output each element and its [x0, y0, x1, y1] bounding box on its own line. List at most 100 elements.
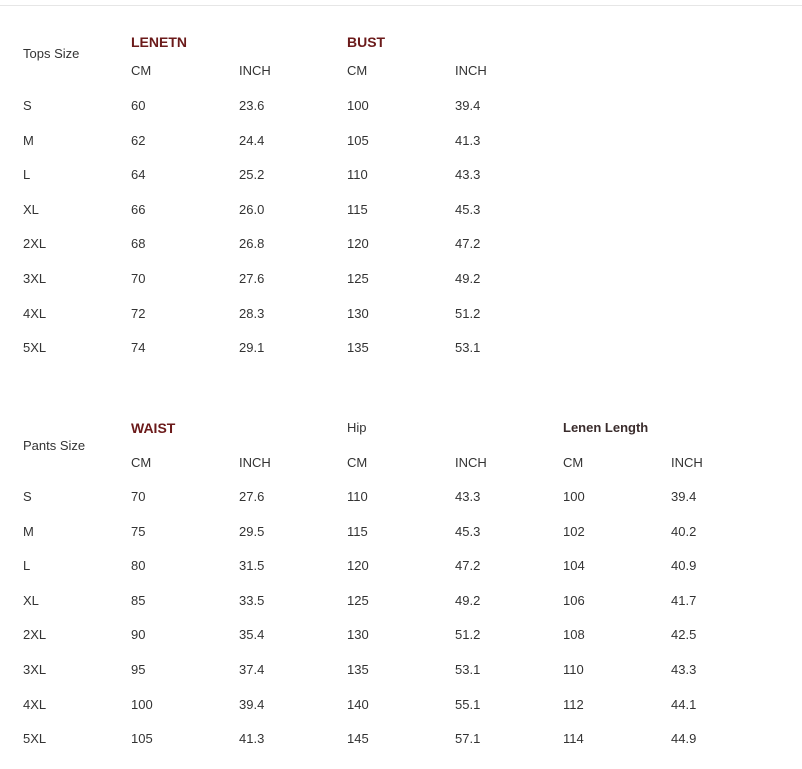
tops-value-cell: 125 [347, 271, 369, 286]
tops-size-cell: XL [23, 201, 39, 217]
tops-value-cell: 49.2 [455, 271, 481, 286]
pants-value-cell: 85 [131, 592, 146, 608]
pants-value-cell: 104 [563, 558, 585, 574]
pants-unit-header: INCH [671, 455, 703, 470]
pants-value-cell: 27.6 [239, 489, 265, 504]
top-divider [0, 5, 802, 6]
tops-value-cell: 64 [131, 167, 146, 183]
pants-value-cell: 57.1 [455, 731, 481, 747]
pants-value-cell: 44.1 [671, 696, 697, 712]
tops-size-cell: 3XL [23, 271, 47, 286]
pants-value-cell: 110 [563, 662, 584, 677]
pants-value-cell: 140 [347, 696, 369, 712]
pants-value-cell: 70 [131, 489, 146, 504]
pants-value-cell: 120 [347, 558, 369, 574]
pants-value-cell: 39.4 [239, 696, 265, 712]
tops-value-cell: 130 [347, 305, 369, 321]
pants-value-cell: 40.9 [671, 558, 697, 574]
tops-value-cell: 62 [131, 132, 146, 148]
pants-size-cell: 4XL [23, 696, 47, 712]
pants-value-cell: 40.2 [671, 523, 697, 539]
tops-unit-header: CM [347, 63, 368, 78]
tops-value-cell: 53.1 [455, 340, 481, 356]
pants-value-cell: 47.2 [455, 558, 481, 574]
tops-value-cell: 135 [347, 340, 369, 356]
pants-value-cell: 130 [347, 627, 369, 643]
tops-value-cell: 66 [131, 201, 146, 217]
tops-size-cell: L [23, 167, 31, 183]
tops-value-cell: 45.3 [455, 201, 481, 217]
tops-value-cell: 72 [131, 305, 146, 321]
tops-value-cell: 74 [131, 340, 146, 356]
pants-unit-header: INCH [455, 455, 487, 470]
pants-value-cell: 41.7 [671, 592, 697, 608]
pants-size-cell: M [23, 523, 34, 539]
tops-group-header: BUST [347, 34, 386, 50]
tops-value-cell: 43.3 [455, 167, 481, 183]
tops-value-cell: 47.2 [455, 236, 481, 252]
pants-value-cell: 43.3 [671, 662, 697, 677]
pants-group-header: WAIST [131, 420, 176, 436]
pants-value-cell: 53.1 [455, 662, 481, 677]
tops-size-label: Tops Size [23, 46, 80, 61]
tops-size-cell: S [23, 98, 32, 113]
tops-value-cell: 120 [347, 236, 369, 252]
tops-value-cell: 27.6 [239, 271, 265, 286]
tops-value-cell: 23.6 [239, 98, 265, 113]
pants-value-cell: 42.5 [671, 627, 697, 643]
pants-value-cell: 39.4 [671, 489, 697, 504]
tops-value-cell: 41.3 [455, 132, 481, 148]
pants-value-cell: 35.4 [239, 627, 265, 643]
tops-value-cell: 51.2 [455, 305, 481, 321]
pants-value-cell: 80 [131, 558, 146, 574]
tops-value-cell: 115 [347, 201, 368, 217]
pants-value-cell: 43.3 [455, 489, 481, 504]
pants-value-cell: 37.4 [239, 662, 265, 677]
tops-value-cell: 60 [131, 98, 146, 113]
pants-value-cell: 49.2 [455, 592, 481, 608]
pants-value-cell: 55.1 [455, 696, 481, 712]
pants-value-cell: 90 [131, 627, 146, 643]
pants-size-cell: XL [23, 592, 39, 608]
tops-value-cell: 25.2 [239, 167, 265, 183]
pants-size-cell: 5XL [23, 731, 47, 747]
tops-value-cell: 105 [347, 132, 369, 148]
pants-size-cell: S [23, 489, 32, 504]
pants-value-cell: 41.3 [239, 731, 265, 747]
pants-value-cell: 112 [563, 696, 584, 712]
pants-unit-header: CM [563, 455, 584, 470]
pants-value-cell: 44.9 [671, 731, 697, 747]
tops-value-cell: 110 [347, 167, 368, 183]
tops-value-cell: 100 [347, 98, 369, 113]
tops-size-cell: 5XL [23, 340, 47, 356]
tops-value-cell: 26.0 [239, 201, 265, 217]
pants-size-cell: L [23, 558, 31, 574]
tops-unit-header: INCH [239, 63, 271, 78]
pants-value-cell: 110 [347, 489, 368, 504]
tops-value-cell: 70 [131, 271, 146, 286]
pants-value-cell: 115 [347, 523, 368, 539]
pants-value-cell: 114 [563, 731, 584, 747]
pants-unit-header: CM [131, 455, 152, 470]
tops-value-cell: 29.1 [239, 340, 265, 356]
tops-value-cell: 26.8 [239, 236, 265, 252]
pants-value-cell: 125 [347, 592, 369, 608]
tops-value-cell: 28.3 [239, 305, 265, 321]
pants-value-cell: 75 [131, 523, 146, 539]
pants-value-cell: 135 [347, 662, 369, 677]
tops-group-header: LENETN [131, 34, 187, 50]
pants-value-cell: 105 [131, 731, 153, 747]
tops-value-cell: 39.4 [455, 98, 481, 113]
tops-unit-header: INCH [455, 63, 487, 78]
pants-value-cell: 100 [563, 489, 585, 504]
pants-unit-header: INCH [239, 455, 271, 470]
pants-group-header: Hip [347, 420, 367, 435]
pants-size-cell: 3XL [23, 662, 47, 677]
pants-value-cell: 145 [347, 731, 369, 747]
pants-value-cell: 51.2 [455, 627, 481, 643]
pants-size-label: Pants Size [23, 438, 86, 453]
pants-value-cell: 100 [131, 696, 153, 712]
tops-value-cell: 68 [131, 236, 146, 252]
pants-value-cell: 31.5 [239, 558, 265, 574]
pants-value-cell: 102 [563, 523, 585, 539]
